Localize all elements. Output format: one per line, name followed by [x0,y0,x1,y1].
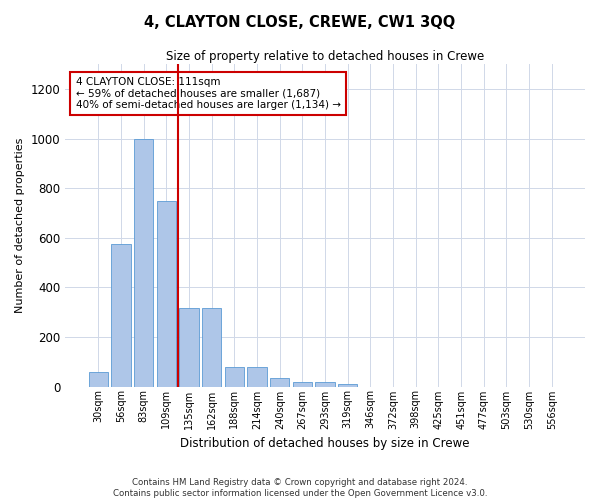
Bar [316,382,335,386]
Text: 4, CLAYTON CLOSE, CREWE, CW1 3QQ: 4, CLAYTON CLOSE, CREWE, CW1 3QQ [145,15,455,30]
Bar [270,378,289,386]
Bar [134,138,154,386]
Bar [179,308,199,386]
Text: 4 CLAYTON CLOSE: 111sqm
← 59% of detached houses are smaller (1,687)
40% of semi: 4 CLAYTON CLOSE: 111sqm ← 59% of detache… [76,77,341,110]
Title: Size of property relative to detached houses in Crewe: Size of property relative to detached ho… [166,50,484,63]
Bar [202,308,221,386]
Bar [225,366,244,386]
Bar [112,244,131,386]
Bar [89,372,108,386]
X-axis label: Distribution of detached houses by size in Crewe: Distribution of detached houses by size … [181,437,470,450]
Y-axis label: Number of detached properties: Number of detached properties [15,138,25,313]
Bar [157,200,176,386]
Bar [293,382,312,386]
Text: Contains HM Land Registry data © Crown copyright and database right 2024.
Contai: Contains HM Land Registry data © Crown c… [113,478,487,498]
Bar [338,384,358,386]
Bar [247,366,267,386]
